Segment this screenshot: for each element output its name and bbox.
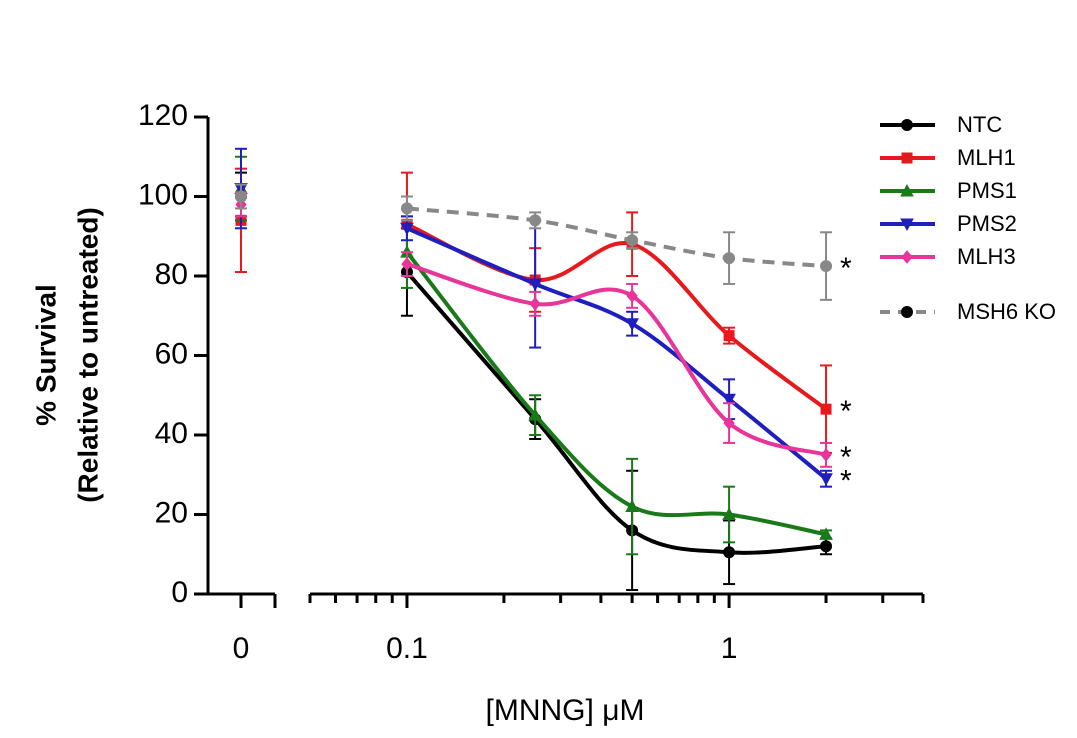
- marker: [529, 297, 541, 311]
- y-tick-label: 60: [155, 337, 188, 370]
- legend-label: PMS1: [957, 178, 1017, 203]
- legend-item: PMS1: [880, 178, 1017, 203]
- marker: [900, 183, 914, 197]
- marker: [820, 540, 833, 553]
- y-tick-label: 40: [155, 417, 188, 450]
- y-tick-label: 100: [138, 178, 188, 211]
- legend-label: PMS2: [957, 211, 1017, 236]
- legend-label: MLH3: [957, 244, 1016, 269]
- significance-mark: *: [840, 441, 852, 474]
- marker: [901, 306, 913, 318]
- legend-label: MSH6 KO: [957, 299, 1056, 324]
- marker: [401, 257, 413, 271]
- marker: [820, 448, 832, 462]
- marker: [528, 278, 542, 291]
- significance-mark: *: [840, 252, 852, 285]
- y-axis-label: (Relative to untreated): [72, 207, 103, 503]
- legend-item: MLH1: [880, 145, 1016, 170]
- marker: [901, 250, 913, 264]
- marker: [626, 234, 639, 247]
- marker: [723, 546, 736, 559]
- marker: [400, 222, 414, 236]
- y-tick-label: 20: [155, 496, 188, 529]
- x-axis-label: [MNNG] μM: [486, 694, 645, 727]
- marker: [626, 289, 638, 303]
- legend-item: MLH3: [880, 244, 1016, 269]
- marker: [722, 507, 736, 520]
- marker: [820, 403, 832, 415]
- legend-item: PMS2: [880, 211, 1017, 236]
- legend-item: NTC: [880, 112, 1002, 137]
- marker: [722, 393, 736, 407]
- marker: [723, 330, 735, 342]
- legend-label: MLH1: [957, 145, 1016, 170]
- marker: [900, 218, 914, 232]
- marker: [901, 119, 913, 131]
- legend-item: MSH6 KO: [880, 299, 1056, 324]
- marker: [400, 202, 413, 215]
- x-tick-label: 1: [721, 632, 738, 665]
- marker: [235, 190, 247, 203]
- marker: [723, 252, 736, 265]
- y-tick-label: 0: [171, 576, 188, 609]
- marker: [820, 260, 833, 273]
- marker: [528, 408, 542, 421]
- legend-label: NTC: [957, 112, 1002, 137]
- x-tick-label: 0: [233, 632, 250, 665]
- series-line: [405, 250, 827, 537]
- marker: [529, 214, 542, 227]
- series-line: [405, 270, 827, 555]
- significance-mark: *: [840, 395, 852, 428]
- marker: [819, 473, 833, 486]
- marker: [625, 318, 639, 331]
- significance-mark: *: [840, 465, 852, 498]
- marker: [901, 152, 913, 164]
- x-tick-label: 0.1: [386, 632, 428, 665]
- marker: [819, 527, 833, 540]
- y-tick-label: 120: [138, 99, 188, 132]
- y-axis-label: % Survival: [30, 284, 61, 426]
- marker: [723, 416, 735, 430]
- marker: [625, 499, 639, 513]
- y-tick-label: 80: [155, 258, 188, 291]
